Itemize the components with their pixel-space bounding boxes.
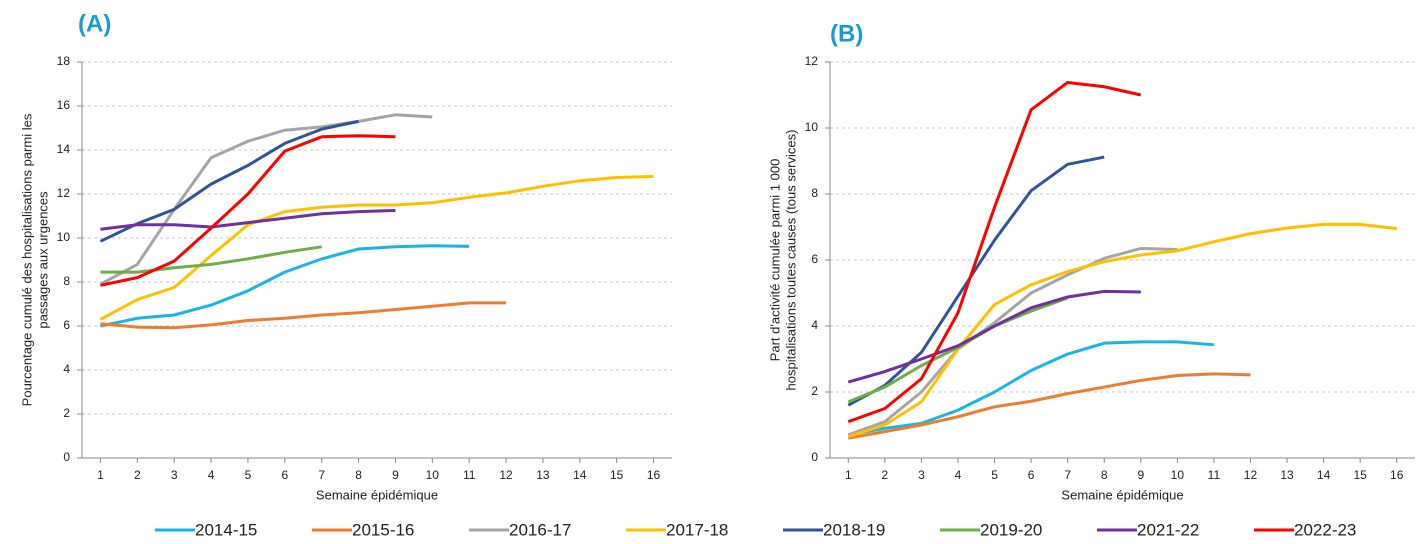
series-line (100, 245, 322, 274)
x-tick-label: 13 (536, 468, 550, 482)
x-tick-label: 14 (1317, 468, 1331, 482)
x-tick-label: 11 (1208, 468, 1221, 482)
x-tick-label: 5 (991, 468, 998, 482)
series-line (100, 134, 396, 287)
x-tick-label: 6 (281, 468, 288, 482)
x-tick-label: 12 (1244, 468, 1258, 482)
series-line (100, 209, 396, 231)
series-line (99, 119, 359, 243)
y-axis-label: Pourcentage cumulé des hospitalisations … (19, 113, 34, 406)
x-tick-label: 15 (1353, 468, 1367, 482)
x-axis-label: Semaine épidémique (316, 487, 438, 502)
series-line (847, 246, 1178, 437)
y-tick-label: 2 (63, 406, 70, 420)
x-tick-label: 7 (1064, 468, 1071, 482)
y-tick-label: 0 (63, 450, 70, 464)
y-tick-label: 16 (57, 98, 71, 112)
y-tick-label: 14 (57, 142, 71, 156)
x-tick-label: 1 (845, 468, 852, 482)
y-tick-label: 4 (811, 318, 818, 332)
y-tick-label: 10 (805, 120, 819, 134)
series-line (100, 301, 507, 330)
legend-label: 2022-23 (1294, 520, 1356, 539)
y-tick-label: 0 (811, 450, 818, 464)
x-axis-label: Semaine épidémique (1061, 487, 1183, 502)
y-tick-label: 2 (811, 384, 818, 398)
x-tick-label: 8 (1101, 468, 1108, 482)
x-tick-label: 6 (1028, 468, 1035, 482)
x-tick-label: 8 (355, 468, 362, 482)
y-tick-label: 10 (57, 230, 71, 244)
series-line (847, 222, 1397, 438)
x-tick-label: 1 (97, 468, 104, 482)
series-line (100, 244, 470, 328)
series-line (99, 113, 433, 286)
x-tick-label: 7 (318, 468, 325, 482)
y-tick-label: 12 (805, 54, 819, 68)
x-tick-label: 4 (955, 468, 962, 482)
x-tick-label: 9 (392, 468, 399, 482)
y-axis-label: Part d'activité cumulée parmi 1 000 (767, 159, 782, 362)
y-axis-label: hospitalisations toutes causes (tous ser… (783, 130, 798, 391)
x-tick-label: 5 (245, 468, 252, 482)
x-tick-label: 2 (882, 468, 889, 482)
legend-label: 2014-15 (195, 520, 257, 539)
series-line (847, 289, 1141, 384)
chart-title: (A) (78, 10, 111, 37)
series-line (847, 80, 1142, 424)
x-tick-label: 4 (208, 468, 215, 482)
series-line (847, 296, 1069, 404)
y-tick-label: 8 (63, 274, 70, 288)
legend-label: 2015-16 (352, 520, 414, 539)
x-tick-label: 11 (463, 468, 476, 482)
y-tick-label: 4 (63, 362, 70, 376)
legend-label: 2021-22 (1137, 520, 1199, 539)
x-tick-label: 3 (918, 468, 925, 482)
legend-label: 2019-20 (980, 520, 1042, 539)
legend-label: 2018-19 (823, 520, 885, 539)
legend-label: 2017-18 (666, 520, 728, 539)
y-axis-label: passages aux urgences (35, 191, 50, 329)
x-tick-label: 15 (610, 468, 624, 482)
y-tick-label: 6 (63, 318, 70, 332)
x-tick-label: 9 (1137, 468, 1144, 482)
series-line (99, 174, 654, 321)
y-tick-label: 18 (57, 54, 71, 68)
x-tick-label: 13 (1280, 468, 1294, 482)
x-tick-label: 3 (171, 468, 178, 482)
y-tick-label: 12 (57, 186, 71, 200)
x-tick-label: 10 (1171, 468, 1185, 482)
x-tick-label: 14 (573, 468, 587, 482)
y-tick-label: 8 (811, 186, 818, 200)
x-tick-label: 10 (426, 468, 440, 482)
x-tick-label: 12 (499, 468, 513, 482)
x-tick-label: 2 (134, 468, 141, 482)
legend-label: 2016-17 (509, 520, 571, 539)
x-tick-label: 16 (647, 468, 661, 482)
series-line (848, 340, 1215, 437)
chart-title: (B) (830, 20, 863, 47)
series-line (847, 155, 1105, 407)
x-tick-label: 16 (1390, 468, 1404, 482)
series-line (848, 372, 1251, 440)
y-tick-label: 6 (811, 252, 818, 266)
